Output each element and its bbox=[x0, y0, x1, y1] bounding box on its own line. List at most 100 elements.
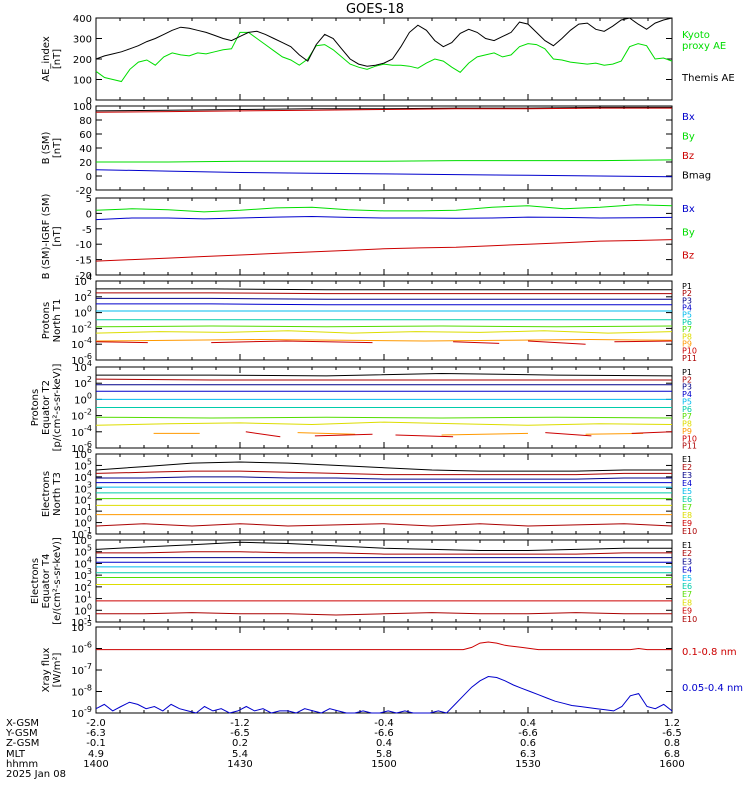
electrons-north-legend-e1: E1 bbox=[682, 455, 692, 464]
x-axis-value: 6.3 bbox=[520, 749, 536, 760]
electrons-equator-series-e2 bbox=[96, 551, 672, 555]
protons-equator-series-p1 bbox=[96, 372, 673, 377]
bdiff-legend-bx: Bx bbox=[682, 204, 695, 215]
protons-equator-ylabel: Protons bbox=[30, 389, 41, 426]
protons-equator-ytick-label: 104 bbox=[74, 359, 92, 374]
protons-north-ytick-label: 100 bbox=[74, 305, 92, 320]
xray-ytick-label: 10-9 bbox=[71, 705, 92, 720]
protons-north-legend-p4: P4 bbox=[682, 304, 692, 313]
electrons-north-ytick-label: 102 bbox=[74, 492, 92, 507]
electrons-north-series-e1 bbox=[95, 461, 672, 472]
bsm-panel: -20 0 20 40 60 80 100 B (SM) [nT] Bx By Bz Bmag bbox=[41, 102, 711, 197]
bsm-ytick-label: -20 bbox=[76, 186, 92, 197]
electrons-equator-legend-e4: E4 bbox=[682, 566, 692, 575]
x-axis-value: 4.9 bbox=[88, 749, 104, 760]
x-axis-value: 5.4 bbox=[232, 749, 248, 760]
protons-equator-legend-p2: P2 bbox=[682, 375, 692, 384]
protons-equator-ylabel: Equator T2 bbox=[41, 380, 52, 435]
protons-north-series-p7 bbox=[95, 325, 673, 328]
protons-north-series-p10 bbox=[95, 341, 148, 344]
ae-ytick-label: 200 bbox=[73, 55, 92, 66]
x-axis-value: -0.4 bbox=[374, 718, 394, 729]
x-axis-row-label: Z-GSM bbox=[6, 738, 39, 749]
bsm-ytick-label: 60 bbox=[79, 130, 92, 141]
electrons-north-legend-e7: E7 bbox=[682, 503, 692, 512]
protons-equator-series-p9 bbox=[441, 432, 529, 436]
protons-north-series-p2 bbox=[96, 292, 672, 295]
protons-north-series-p4 bbox=[96, 303, 672, 306]
protons-north-legend-p5: P5 bbox=[682, 311, 692, 320]
protons-north-ytick-label: 104 bbox=[74, 273, 92, 288]
protons-north-legend-p9: P9 bbox=[682, 339, 692, 348]
protons-north-series-p10 bbox=[527, 340, 586, 345]
ae-legend-kyoto: Kyoto bbox=[682, 30, 710, 41]
x-axis-value: -6.6 bbox=[374, 728, 394, 739]
protons-equator-legend-p10: P10 bbox=[682, 434, 697, 443]
x-axis-row-label: hhmm bbox=[6, 759, 38, 770]
ae-ytick-label: 100 bbox=[73, 76, 92, 87]
x-axis-value: 1530 bbox=[515, 759, 540, 770]
bsm-legend-bx: Bx bbox=[682, 112, 695, 123]
electrons-equator-legend-e10: E10 bbox=[682, 615, 697, 624]
protons-north-legend-p6: P6 bbox=[682, 318, 692, 327]
protons-north-ytick-label: 10-4 bbox=[71, 336, 92, 351]
ae-ylabel: AE_index bbox=[41, 36, 52, 82]
xray-frame bbox=[95, 626, 673, 714]
bsm-legend-by: By bbox=[682, 132, 695, 143]
x-axis-value: 1500 bbox=[371, 759, 396, 770]
x-axis-value: -6.6 bbox=[518, 728, 538, 739]
bsm-ytick-label: 40 bbox=[79, 144, 92, 155]
x-axis-value: -6.5 bbox=[230, 728, 250, 739]
electrons-equator-legend-e7: E7 bbox=[682, 590, 692, 599]
protons-north-legend-p8: P8 bbox=[682, 332, 692, 341]
x-axis-value: -1.2 bbox=[230, 718, 250, 729]
protons-north-series-p10 bbox=[453, 341, 500, 344]
protons-equator-ytick-label: 102 bbox=[74, 375, 92, 390]
bsm-ylabel: [nT] bbox=[52, 138, 63, 158]
xray-ytick-label: 10-7 bbox=[71, 662, 92, 677]
plot-title: GOES-18 bbox=[346, 2, 404, 17]
protons-north-ylabel: North T1 bbox=[52, 299, 63, 343]
protons-equator-legend-p6: P6 bbox=[682, 405, 692, 414]
xray-ytick-label: 10-8 bbox=[71, 684, 92, 699]
electrons-equator-legend-e8: E8 bbox=[682, 598, 692, 607]
bsm-series-by bbox=[96, 159, 673, 163]
ae-ytick-label: 300 bbox=[73, 35, 92, 46]
bdiff-legend-by: By bbox=[682, 227, 695, 238]
protons-equator-ytick-label: 10-2 bbox=[71, 408, 92, 423]
electrons-north-legend-e2: E2 bbox=[682, 463, 692, 472]
protons-north-series-p3 bbox=[96, 297, 672, 300]
protons-north-ylabel: Protons bbox=[41, 302, 52, 339]
protons-equator-series-p10 bbox=[245, 431, 281, 438]
protons-equator-series-p10 bbox=[631, 431, 673, 434]
x-axis-value: -2.0 bbox=[86, 718, 106, 729]
protons-equator-legend-p7: P7 bbox=[682, 412, 692, 421]
x-axis-value: 6.8 bbox=[664, 749, 680, 760]
electrons-equator-legend-e9: E9 bbox=[682, 607, 692, 616]
electrons-equator-ytick-label: 103 bbox=[74, 567, 92, 582]
electrons-equator-ytick-label: 10-1 bbox=[71, 614, 92, 629]
protons-north-series-p10 bbox=[211, 340, 373, 344]
electrons-equator-series-e1 bbox=[95, 541, 672, 551]
protons-north-series-p8 bbox=[95, 330, 673, 334]
electrons-equator-series-e10 bbox=[96, 612, 672, 616]
electrons-north-legend-e6: E6 bbox=[682, 495, 692, 504]
bdiff-ytick-label: 5 bbox=[86, 194, 92, 205]
x-axis-row-label: Y-GSM bbox=[5, 728, 38, 739]
bdiff-ylabel: B (SM)-IGRF (SM) bbox=[41, 194, 52, 280]
electrons-equator-legend-e1: E1 bbox=[682, 541, 692, 550]
bsm-frame bbox=[95, 105, 673, 191]
bdiff-frame bbox=[95, 197, 673, 276]
electrons-north-legend-e8: E8 bbox=[682, 511, 692, 520]
electrons-north-legend-e9: E9 bbox=[682, 519, 692, 528]
protons-north-legend-p11: P11 bbox=[682, 354, 697, 363]
xray-series-0-1-0-8-nm bbox=[96, 641, 672, 651]
x-axis-value: 1400 bbox=[83, 759, 108, 770]
electrons-equator-ytick-label: 106 bbox=[74, 532, 92, 547]
electrons-north-ylabel: Electrons bbox=[41, 471, 52, 517]
x-axis-value: 0.8 bbox=[664, 738, 680, 749]
electrons-north-ytick-label: 106 bbox=[74, 446, 92, 461]
